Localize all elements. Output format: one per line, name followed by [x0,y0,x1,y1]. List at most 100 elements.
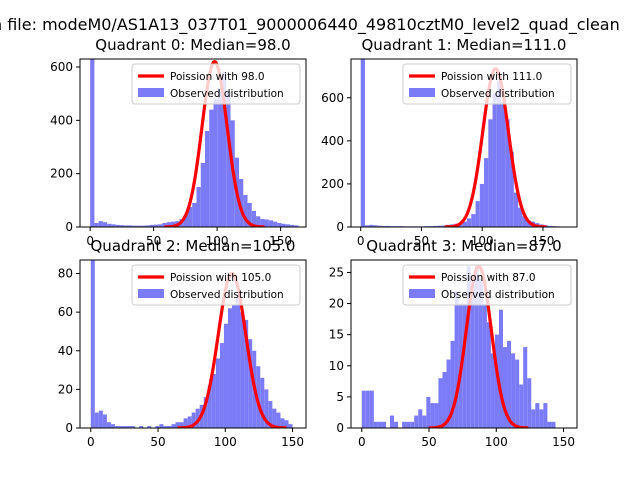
hist-bar [228,308,232,428]
legend-hist-label: Observed distribution [170,88,284,100]
hist-bar [107,422,111,428]
hist-bar [501,102,505,227]
legend-hist-label: Observed distribution [441,289,555,301]
hist-bar [438,378,442,428]
legend: Poission with 87.0 Observed distribution [403,265,571,305]
y-tick-label: 400 [50,113,73,127]
hist-bar [476,201,480,227]
legend-hist-label: Observed distribution [441,88,555,100]
y-tick-label: 10 [329,359,344,373]
x-tick-label: 0 [357,234,365,248]
hist-bar [418,409,422,428]
hist-bar [362,391,366,428]
hist-bar [434,403,438,428]
hist-bar [426,397,430,428]
legend-hist-swatch [409,88,435,97]
hist-bar [487,322,491,428]
legend-poisson-label: Poission with 105.0 [170,272,271,284]
hist-bar [488,119,492,227]
hist-bar [277,223,281,227]
hist-bar [99,411,103,428]
y-tick-label: 20 [329,297,344,311]
legend-hist-label: Observed distribution [170,289,284,301]
hist-bar [94,223,98,227]
legend-poisson-label: Poission with 98.0 [170,71,265,83]
hist-bar [410,422,414,428]
hist-bar [467,218,471,227]
hist-bar [499,310,503,428]
hist-bar [511,353,515,428]
hist-bar [209,110,213,227]
y-tick-label: 600 [321,91,344,105]
y-tick-label: 20 [58,382,73,396]
hist-bar [269,220,273,227]
hist-bar [378,422,382,428]
subplot-title: Quadrant 1: Median=111.0 [362,36,567,54]
y-tick-label: 5 [336,390,344,404]
hist-bar [171,424,175,428]
y-tick-label: 0 [65,220,73,234]
hist-bar [111,424,115,428]
hist-bar [515,360,519,428]
hist-bar [236,297,240,428]
y-tick-label: 80 [58,267,73,281]
hist-bar [390,416,394,428]
hist-bar [414,416,418,428]
hist-bar [366,391,370,428]
hist-bar [90,56,94,227]
hist-bar [196,187,200,227]
hist-bar [484,158,488,227]
legend: Poission with 111.0 Observed distribution [403,64,571,104]
y-tick-label: 0 [336,421,344,435]
hist-bar [273,222,277,227]
subplot-title: Quadrant 0: Median=98.0 [95,36,290,54]
y-tick-label: 200 [50,167,73,181]
hist-bar [394,422,398,428]
x-tick-label: 100 [214,435,237,449]
hist-bar [99,221,103,227]
figure-title: n file: modeM0/AS1A13_037T01_9000006440_… [0,15,620,35]
hist-bar [531,409,535,428]
hist-bar [543,403,547,428]
x-tick-label: 150 [552,435,575,449]
hist-bar [370,391,374,428]
hist-bar [192,203,196,227]
hist-bar [519,384,523,428]
hist-bar [374,422,378,428]
hist-bar [260,378,264,428]
hist-bar [212,374,216,428]
hist-bar [289,424,293,428]
x-tick-label: 50 [421,435,436,449]
hist-bar [402,422,406,428]
hist-bar [483,304,487,428]
legend-poisson-label: Poission with 111.0 [441,71,542,83]
subplot-title: Quadrant 2: Median=105.0 [91,237,296,255]
x-tick-label: 0 [358,435,366,449]
hist-bar [535,403,539,428]
legend-hist-swatch [138,289,164,298]
y-tick-label: 600 [50,60,73,74]
x-tick-label: 150 [281,435,304,449]
hist-bar [406,422,410,428]
hist-bar [103,222,107,227]
hist-bar [232,304,236,428]
hist-bar [422,416,426,428]
hist-bar [480,184,484,227]
legend-poisson-label: Poission with 87.0 [441,272,536,284]
hist-bar [205,131,209,227]
y-tick-label: 60 [58,305,73,319]
y-tick-label: 400 [321,134,344,148]
hist-bar [523,347,527,428]
hist-bar [91,254,95,428]
legend-hist-swatch [409,289,435,298]
hist-bar [224,324,228,428]
y-tick-label: 40 [58,344,73,358]
hist-bar [471,285,475,428]
hist-bar [218,88,222,227]
y-tick-label: 0 [65,421,73,435]
subplot-title: Quadrant 3: Median=87.0 [366,237,561,255]
